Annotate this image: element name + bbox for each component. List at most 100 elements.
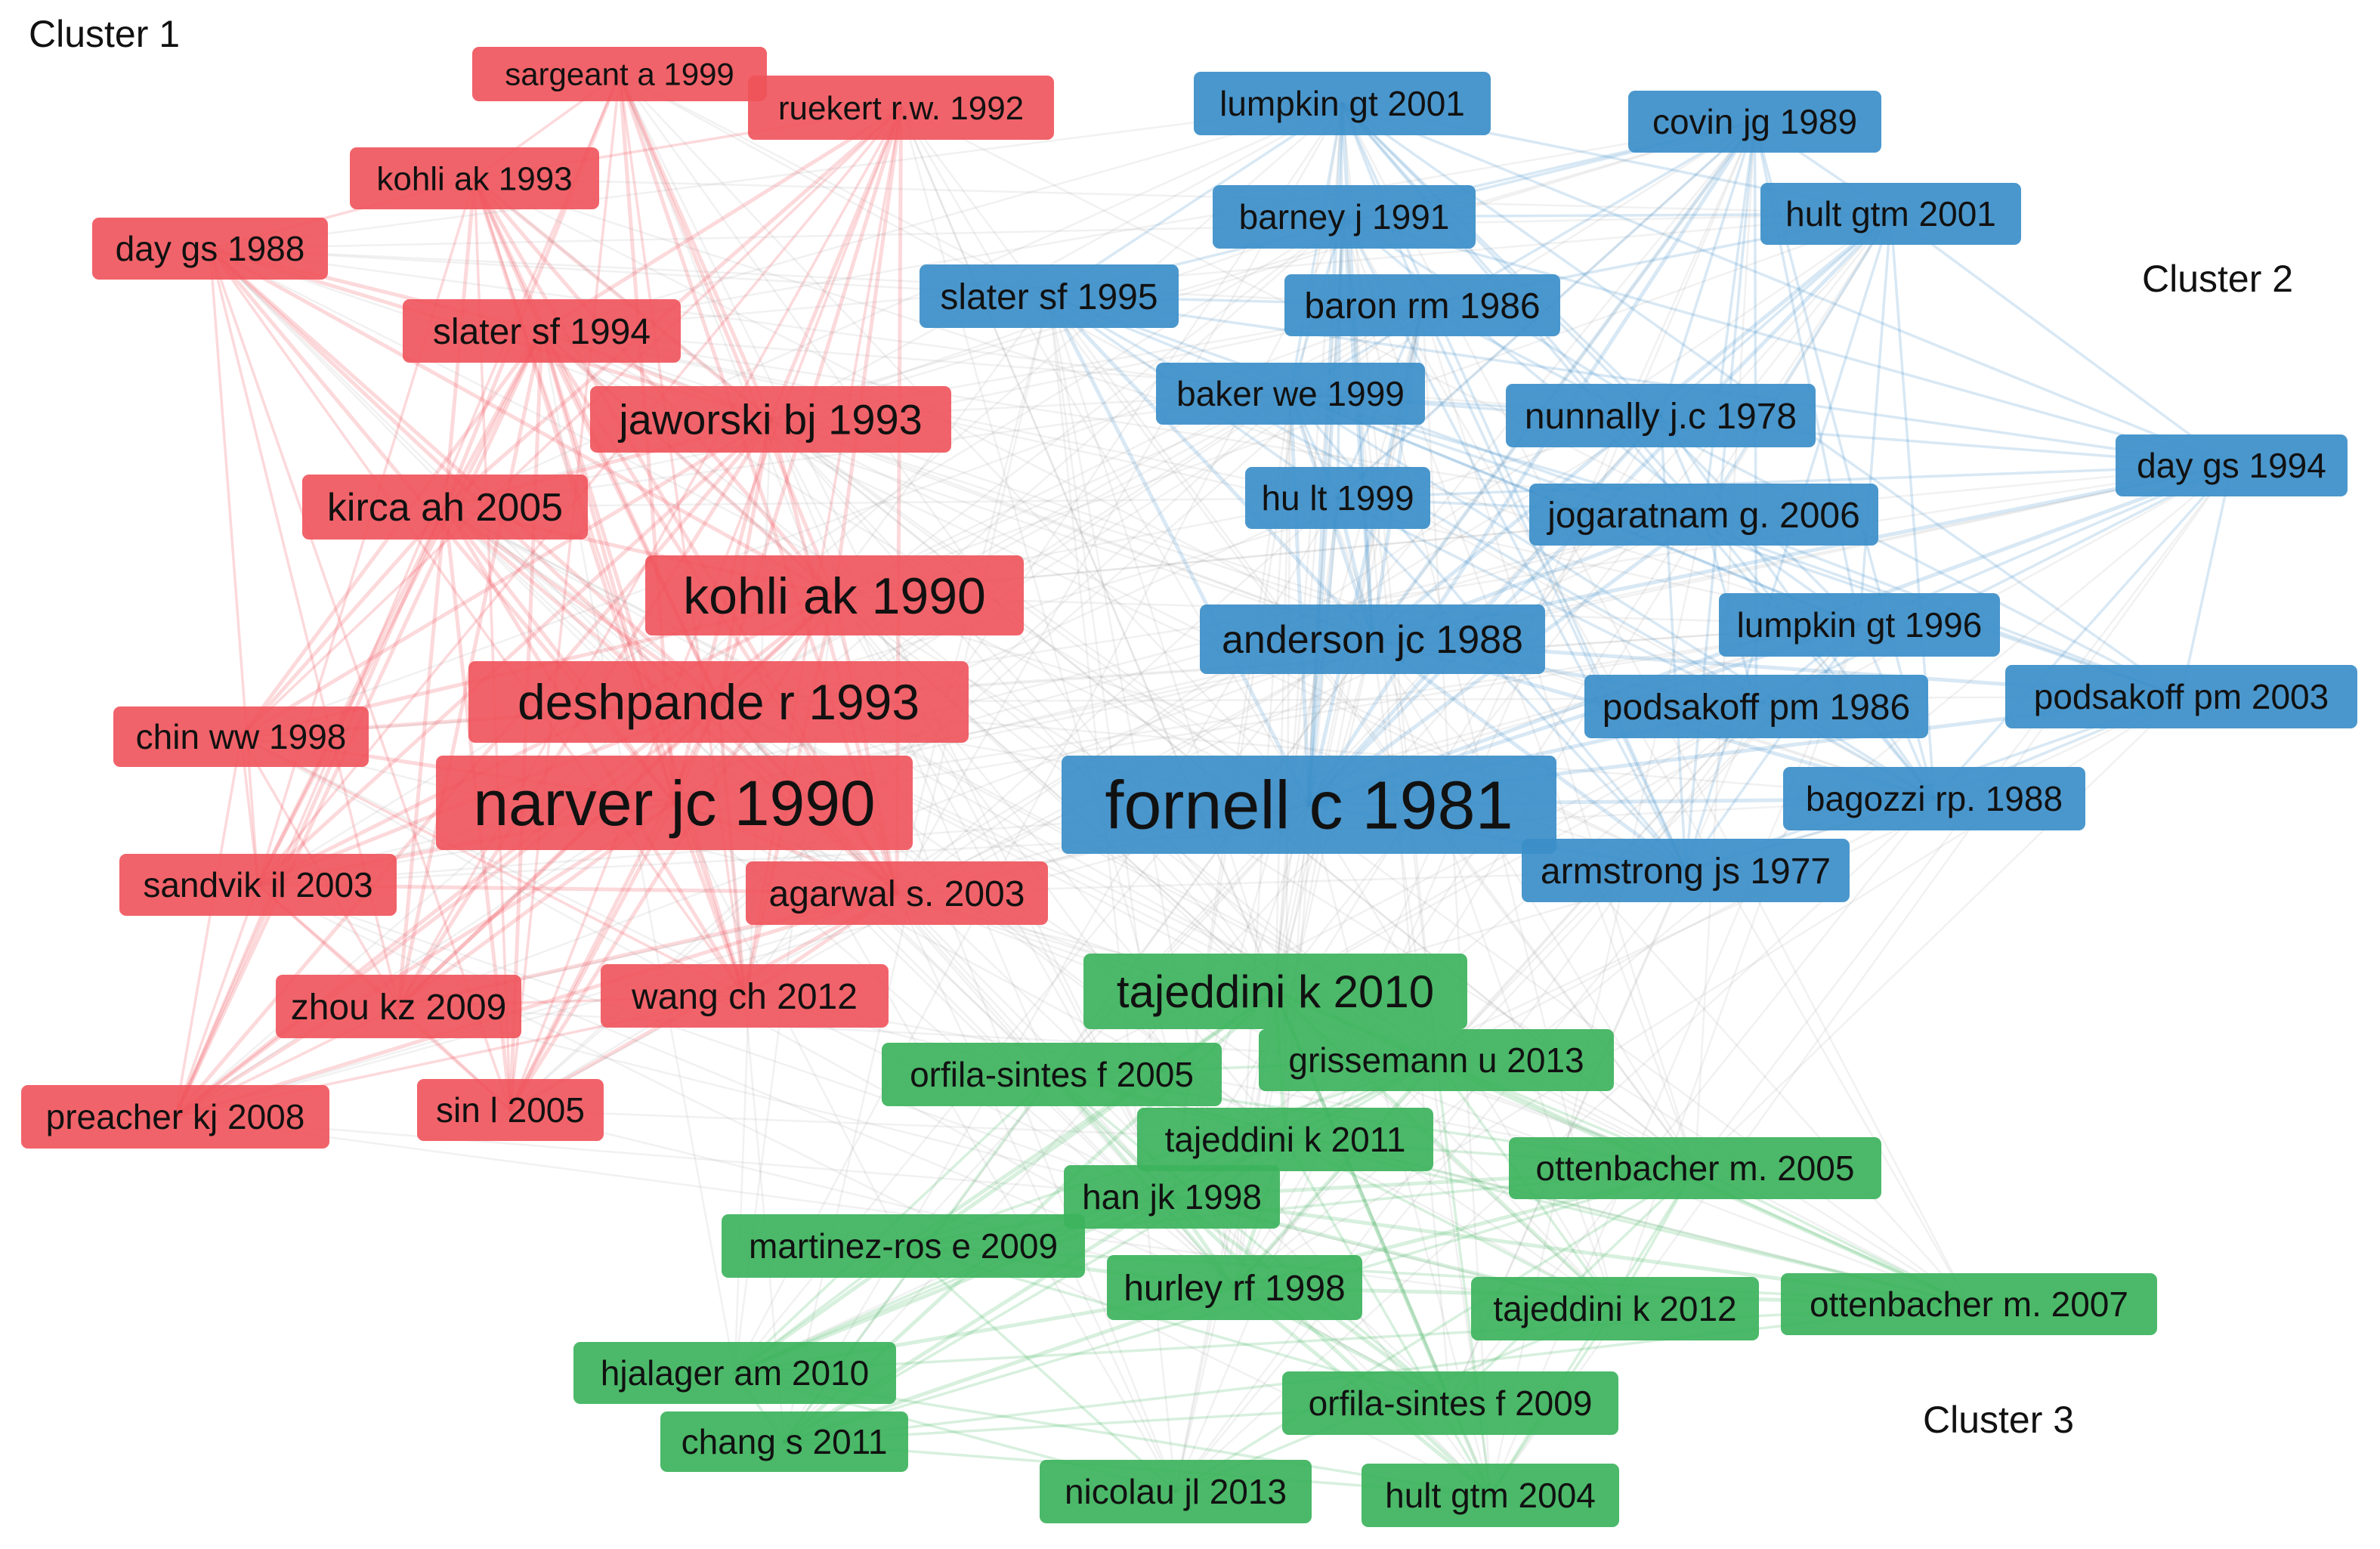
node-orfila09[interactable]: orfila-sintes f 2009	[1282, 1371, 1618, 1435]
node-tajeddini12[interactable]: tajeddini k 2012	[1471, 1277, 1759, 1340]
node-zhou[interactable]: zhou kz 2009	[276, 975, 521, 1038]
link-hult01-lumpkin96	[1858, 212, 1893, 626]
node-lumpkin01[interactable]: lumpkin gt 2001	[1194, 72, 1491, 135]
link-daygs88-wang	[209, 247, 746, 997]
node-label-preacher: preacher kj 2008	[46, 1097, 305, 1136]
node-podsakoff86[interactable]: podsakoff pm 1986	[1584, 675, 1928, 738]
node-agarwal[interactable]: agarwal s. 2003	[746, 861, 1048, 925]
node-label-chang: chang s 2011	[682, 1422, 888, 1461]
node-hult04[interactable]: hult gtm 2004	[1362, 1464, 1619, 1527]
node-sin[interactable]: sin l 2005	[417, 1079, 604, 1141]
link-baron-ottenbacher05	[1421, 304, 1696, 1170]
node-podsakoff03[interactable]: podsakoff pm 2003	[2005, 665, 2357, 728]
node-box-han	[1064, 1165, 1280, 1229]
node-covin[interactable]: covin jg 1989	[1628, 91, 1881, 153]
node-box-tajeddini10	[1083, 954, 1467, 1029]
node-label-covin: covin jg 1989	[1652, 102, 1857, 141]
link-deshpande-zhou	[397, 700, 721, 1009]
link-han-hult04	[1170, 1195, 1492, 1498]
node-label-orfila05: orfila-sintes f 2005	[910, 1055, 1194, 1094]
node-daygs88[interactable]: day gs 1988	[92, 218, 328, 280]
link-slater95-tajeddini10	[1048, 295, 1277, 993]
node-jogaratnam[interactable]: jogaratnam g. 2006	[1529, 484, 1878, 546]
node-hurley[interactable]: hurley rf 1998	[1107, 1255, 1362, 1320]
node-sargeant[interactable]: sargeant a 1999	[472, 47, 767, 101]
node-barney[interactable]: barney j 1991	[1213, 185, 1476, 249]
node-slater95[interactable]: slater sf 1995	[920, 264, 1179, 328]
link-jaworski-sandvik	[256, 417, 773, 887]
node-grissemann[interactable]: grissemann u 2013	[1259, 1029, 1614, 1091]
node-box-tajeddini11	[1137, 1108, 1433, 1171]
link-ruekert-slater94	[539, 106, 903, 333]
link-slater95-fornell	[1047, 294, 1311, 807]
node-daygs94[interactable]: day gs 1994	[2116, 434, 2348, 496]
node-wang[interactable]: wang ch 2012	[601, 964, 889, 1028]
node-label-podsakoff86: podsakoff pm 1986	[1603, 688, 1910, 728]
node-deshpande[interactable]: deshpande r 1993	[468, 661, 969, 743]
node-label-hurley: hurley rf 1998	[1124, 1269, 1346, 1309]
node-box-ottenbacher07	[1781, 1273, 2157, 1335]
node-fornell[interactable]: fornell c 1981	[1062, 756, 1556, 854]
node-box-slater95	[920, 264, 1179, 328]
node-box-chang	[660, 1411, 908, 1472]
link-zhou-tajeddini12	[397, 1005, 1616, 1310]
link-deshpande-daygs94	[717, 464, 2233, 703]
node-han[interactable]: han jk 1998	[1064, 1165, 1280, 1229]
node-tajeddini10[interactable]: tajeddini k 2010	[1083, 954, 1467, 1029]
node-chang[interactable]: chang s 2011	[660, 1411, 908, 1472]
node-baker[interactable]: baker we 1999	[1156, 363, 1425, 425]
node-ruekert[interactable]: ruekert r.w. 1992	[748, 76, 1054, 140]
cluster-labels-layer: Cluster 1 Cluster 2 Cluster 3	[29, 13, 2293, 1441]
node-armstrong[interactable]: armstrong js 1977	[1522, 839, 1850, 902]
link-slater95-anderson	[1047, 294, 1374, 642]
node-hult01[interactable]: hult gtm 2001	[1760, 183, 2021, 245]
link-daygs88-kohli90	[208, 246, 836, 598]
node-jaworski[interactable]: jaworski bj 1993	[590, 386, 951, 453]
node-bagozzi[interactable]: bagozzi rp. 1988	[1783, 767, 2085, 830]
node-kohli90[interactable]: kohli ak 1990	[645, 555, 1024, 635]
node-narver[interactable]: narver jc 1990	[436, 756, 913, 850]
link-barney-tajeddini10	[1274, 215, 1346, 993]
link-slater94-sandvik	[256, 329, 544, 887]
node-label-nunnally: nunnally j.c 1978	[1525, 397, 1797, 437]
node-label-bagozzi: bagozzi rp. 1988	[1806, 779, 2063, 818]
node-ottenbacher05[interactable]: ottenbacher m. 2005	[1509, 1137, 1881, 1199]
node-preacher[interactable]: preacher kj 2008	[21, 1085, 329, 1149]
link-daygs88-baker	[209, 247, 1292, 395]
node-lumpkin96[interactable]: lumpkin gt 1996	[1719, 593, 2000, 657]
link-slater94-lumpkin01	[540, 102, 1343, 332]
link-kohli90-baron	[833, 304, 1423, 597]
node-hu[interactable]: hu lt 1999	[1245, 467, 1430, 529]
node-slater94[interactable]: slater sf 1994	[403, 299, 681, 363]
link-deshpande-tajeddini10	[717, 700, 1277, 993]
node-kirca[interactable]: kirca ah 2005	[302, 475, 588, 540]
link-hult01-daygs94	[1889, 212, 2233, 467]
node-label-jogaratnam: jogaratnam g. 2006	[1546, 496, 1860, 536]
node-nunnally[interactable]: nunnally j.c 1978	[1506, 384, 1816, 447]
link-podsakoff86-nicolau	[1174, 705, 1757, 1493]
node-tajeddini11[interactable]: tajeddini k 2011	[1137, 1108, 1433, 1171]
link-agarwal-jogaratnam	[895, 513, 1705, 895]
link-lumpkin01-daygs94	[1340, 102, 2233, 467]
node-ottenbacher07[interactable]: ottenbacher m. 2007	[1781, 1273, 2157, 1335]
link-slater95-daygs94	[1047, 295, 2233, 467]
node-box-chin	[113, 706, 369, 767]
link-kirca-chin	[239, 505, 447, 739]
link-ruekert-jaworski	[768, 106, 903, 422]
node-kohli93[interactable]: kohli ak 1993	[350, 147, 599, 209]
node-chin[interactable]: chin ww 1998	[113, 706, 369, 767]
node-nicolau[interactable]: nicolau jl 2013	[1040, 1460, 1312, 1523]
node-anderson[interactable]: anderson jc 1988	[1200, 604, 1545, 674]
node-orfila05[interactable]: orfila-sintes f 2005	[882, 1043, 1222, 1106]
node-label-anderson: anderson jc 1988	[1222, 618, 1523, 662]
node-hjalager[interactable]: hjalager am 2010	[573, 1342, 896, 1404]
node-box-hult04	[1362, 1464, 1619, 1527]
node-baron[interactable]: baron rm 1986	[1284, 274, 1560, 336]
node-martinez[interactable]: martinez-ros e 2009	[722, 1214, 1085, 1278]
link-slater94-kohli90	[539, 329, 836, 598]
link-preacher-tajeddini12	[174, 1115, 1616, 1310]
node-label-barney: barney j 1991	[1239, 197, 1450, 237]
node-label-hult04: hult gtm 2004	[1385, 1476, 1596, 1515]
node-sandvik[interactable]: sandvik il 2003	[119, 854, 397, 916]
node-label-tajeddini11: tajeddini k 2011	[1165, 1120, 1406, 1159]
